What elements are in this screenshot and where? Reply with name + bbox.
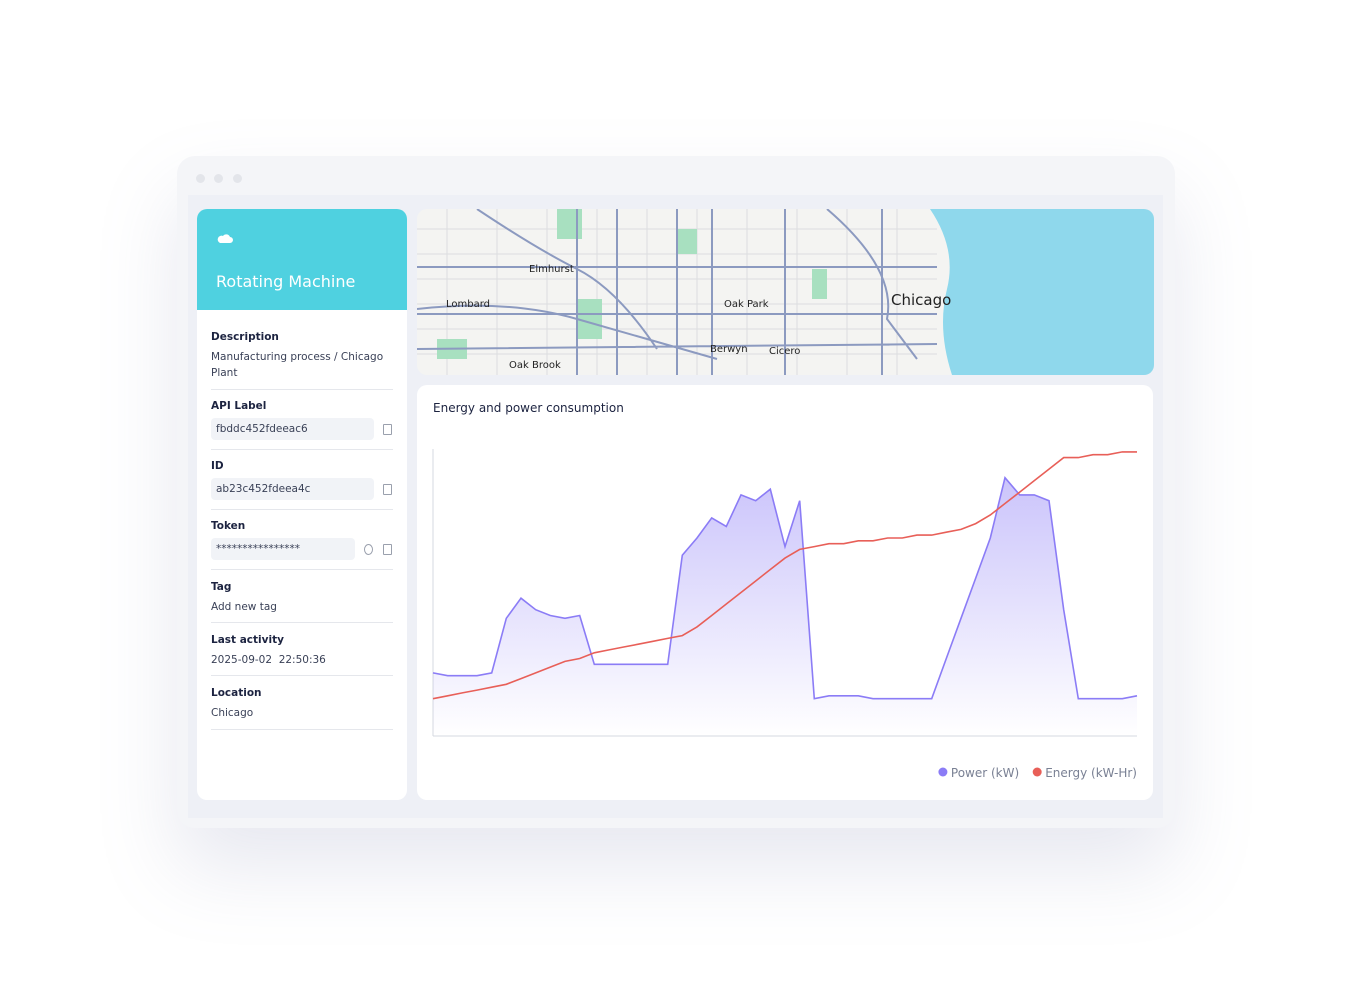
chart: Energy and power consumption Energy (kW-… [432, 401, 1138, 780]
copy-icon[interactable] [383, 484, 392, 495]
map-label: Elmhurst [529, 264, 574, 275]
map[interactable]: Elmhurst Lombard Oak Park Chicago Berwyn… [417, 209, 1154, 375]
field-label: ID [211, 460, 224, 472]
field-label: Tag [211, 581, 232, 593]
window-dot [214, 174, 223, 183]
field-label: Last activity [211, 634, 284, 646]
field-label: Description [211, 331, 279, 343]
map-label: Oak Brook [509, 360, 561, 371]
field: API Label fbddc452fdeeac6 [211, 400, 393, 450]
chart-title: Energy and power consumption [433, 401, 624, 415]
field: Last activity 2025-09-02 22:50:36 [211, 634, 393, 676]
window-dot [233, 174, 242, 183]
field-label: API Label [211, 400, 267, 412]
field: Token **************** [211, 520, 393, 570]
field-input[interactable]: **************** [211, 538, 355, 560]
energy-line [432, 451, 1137, 700]
field-input[interactable]: ab23c452fdeea4c [211, 478, 374, 500]
power-area [433, 477, 1137, 736]
power-line [432, 475, 1138, 700]
field: Location Chicago [211, 687, 393, 730]
legend-label: Power (kW) [951, 766, 1019, 780]
field-label: Location [211, 687, 262, 699]
field-label: Token [211, 520, 246, 532]
legend-label: Energy (kW-Hr) [1045, 766, 1137, 780]
map-label: Berwyn [710, 344, 748, 355]
chart-card: Energy and power consumption Energy (kW-… [417, 385, 1153, 800]
map-label: Chicago [891, 291, 951, 309]
hide-icon[interactable] [364, 544, 373, 555]
panel-title: Rotating Machine [216, 272, 356, 291]
copy-icon[interactable] [383, 424, 392, 435]
cloud-icon [217, 234, 233, 243]
field: Description Manufacturing process / Chica… [211, 331, 393, 390]
map-label: Cicero [769, 346, 800, 357]
legend-marker [1032, 767, 1042, 777]
legend-marker [938, 767, 948, 777]
map-svg: Elmhurst Lombard Oak Park Chicago Berwyn… [417, 209, 1154, 375]
field-input[interactable]: fbddc452fdeeac6 [211, 418, 374, 440]
lake [930, 209, 1154, 375]
map-label: Lombard [446, 299, 490, 310]
field-value[interactable]: Add new tag [211, 601, 277, 613]
panel-header: Rotating Machine [197, 209, 407, 310]
field-value: Chicago [211, 707, 254, 719]
map-label: Oak Park [724, 299, 769, 310]
field-value: 2025-09-02 22:50:36 [211, 654, 326, 666]
field: Tag Add new tag [211, 581, 393, 623]
copy-icon[interactable] [383, 544, 392, 555]
field-value: Manufacturing process / Chicago Plant [211, 351, 384, 379]
window-dot [196, 174, 205, 183]
field: ID ab23c452fdeea4c [211, 460, 393, 510]
device-panel: Rotating Machine Description Manufacturin… [197, 209, 407, 800]
